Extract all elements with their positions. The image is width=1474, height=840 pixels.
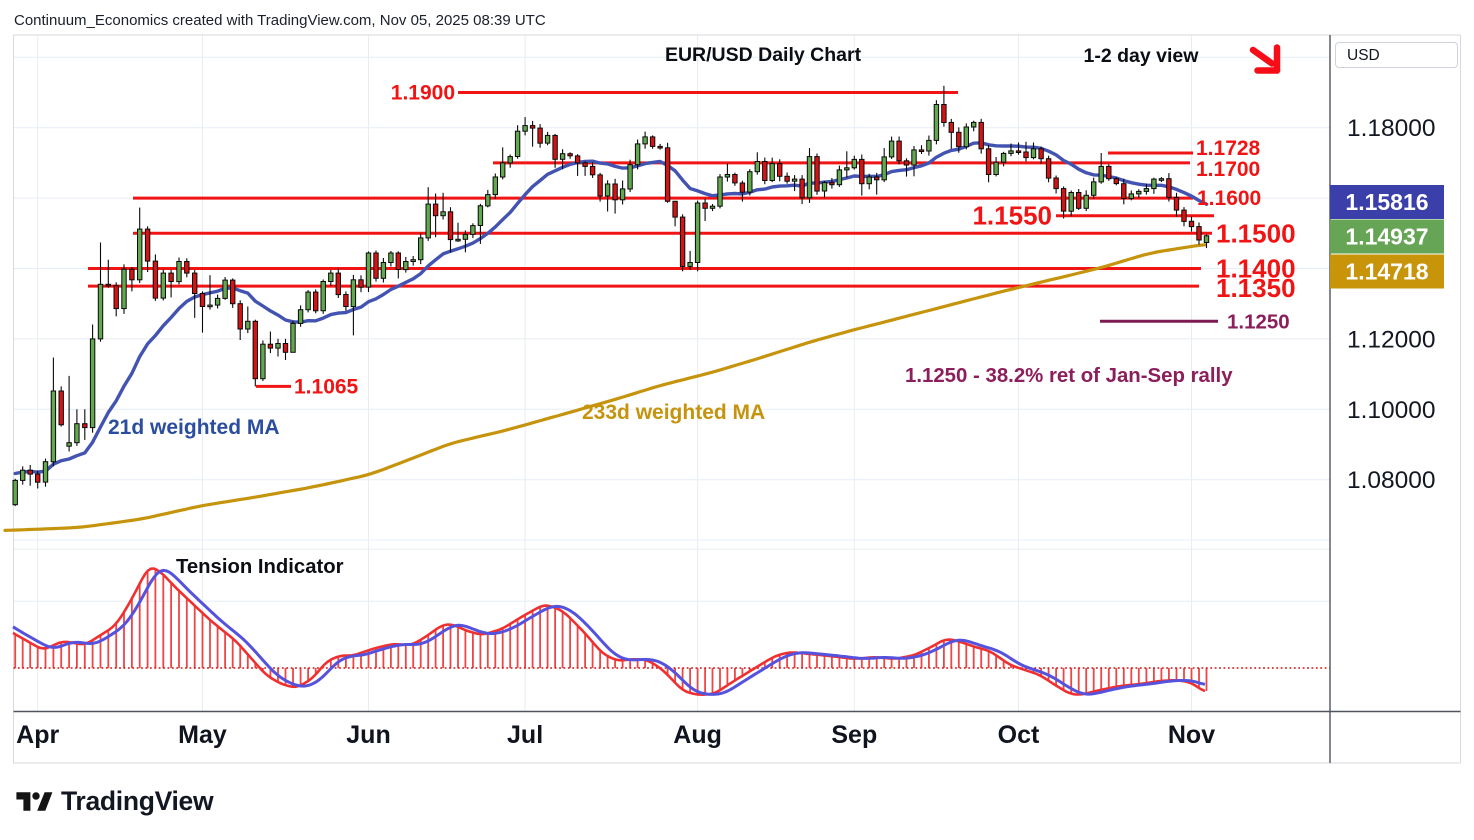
svg-text:TradingView: TradingView [61,786,214,816]
svg-text:Jun: Jun [346,721,390,749]
svg-text:1.1065: 1.1065 [294,375,359,398]
svg-text:Jul: Jul [507,721,543,749]
svg-text:Apr: Apr [16,721,59,749]
svg-text:1.1600: 1.1600 [1197,187,1261,210]
svg-text:1.10000: 1.10000 [1347,397,1436,424]
svg-text:Tension Indicator: Tension Indicator [176,556,344,578]
svg-text:1.1400: 1.1400 [1216,254,1296,284]
svg-text:1.15816: 1.15816 [1345,189,1428,215]
svg-text:1.1250 - 38.2% ret of Jan-Sep: 1.1250 - 38.2% ret of Jan-Sep rally [905,365,1233,387]
svg-text:1.08000: 1.08000 [1347,467,1436,494]
svg-text:Sep: Sep [831,721,877,749]
svg-text:Aug: Aug [673,721,722,749]
svg-text:233d weighted MA: 233d weighted MA [582,401,765,424]
svg-text:Nov: Nov [1168,721,1215,749]
svg-text:1.12000: 1.12000 [1347,326,1436,353]
svg-text:USD: USD [1347,47,1380,64]
svg-text:Continuum_Economics created wi: Continuum_Economics created with Trading… [14,12,546,29]
svg-text:1.1350: 1.1350 [1216,273,1296,303]
svg-text:1.1250: 1.1250 [1227,310,1290,333]
svg-text:1.1700: 1.1700 [1196,158,1260,181]
svg-text:1.14718: 1.14718 [1345,259,1428,285]
svg-text:Oct: Oct [998,721,1040,749]
svg-text:1.1500: 1.1500 [1216,218,1296,248]
svg-text:May: May [178,721,227,749]
svg-text:1.18000: 1.18000 [1347,115,1436,142]
svg-text:1.1900: 1.1900 [391,82,455,105]
svg-text:EUR/USD Daily Chart: EUR/USD Daily Chart [665,44,862,66]
svg-text:1.1550: 1.1550 [972,201,1052,231]
svg-text:1-2 day view: 1-2 day view [1084,45,1200,67]
svg-text:1.1728: 1.1728 [1196,137,1261,160]
svg-text:1.14937: 1.14937 [1345,224,1428,250]
svg-text:21d weighted MA: 21d weighted MA [108,416,280,439]
